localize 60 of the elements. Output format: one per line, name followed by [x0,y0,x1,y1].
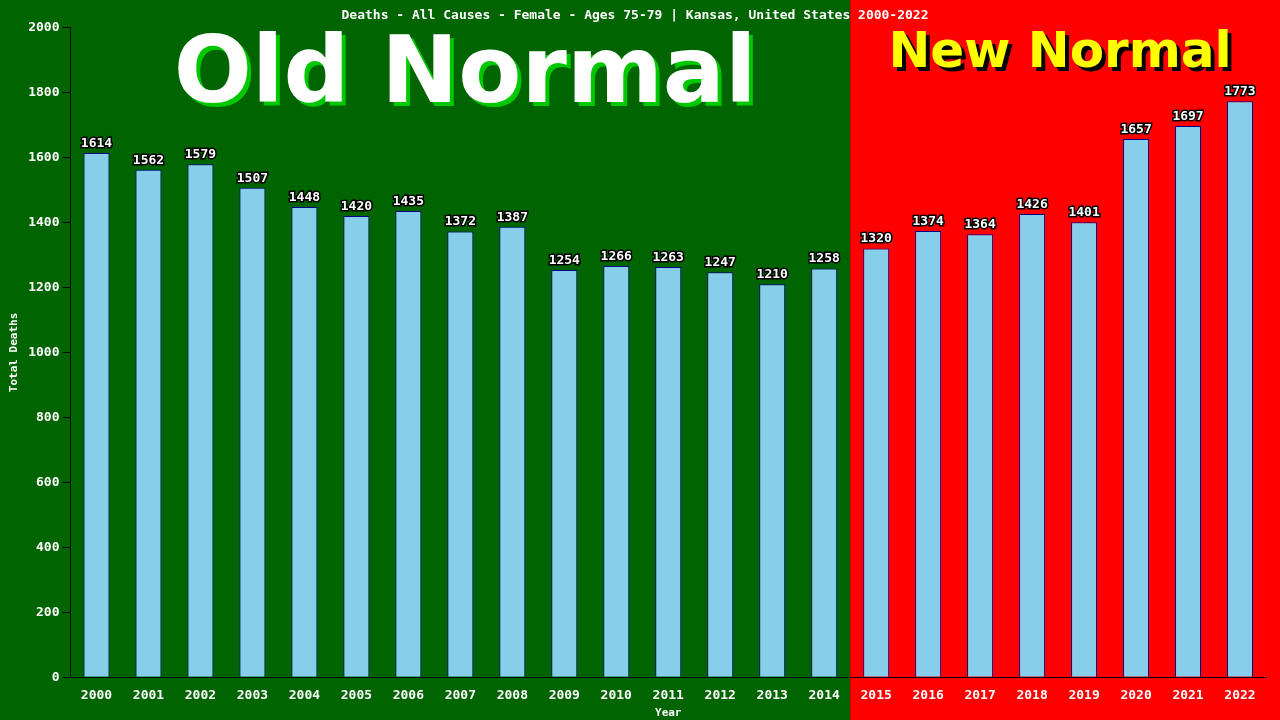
data-label: 1266 [600,247,633,263]
y-tick-label: 1600 [28,148,60,164]
y-tick-label: 0 [51,668,60,684]
data-label: 1247 [704,254,736,270]
data-label: 1435 [392,192,425,208]
data-label: 1562 [132,151,165,167]
y-axis-title: Total Deaths [7,312,21,393]
x-tick-label: 2010 [600,687,633,703]
x-tick-label: 2000 [80,687,113,703]
x-tick-label: 2020 [1120,687,1152,703]
x-tick-label: 2005 [340,687,373,703]
x-tick-label: 2011 [652,687,685,703]
x-tick-label: 2006 [392,687,425,703]
data-label: 1263 [652,248,684,264]
y-tick-label: 200 [36,603,60,619]
x-tick-label: 2002 [184,687,217,703]
x-tick-label: 2021 [1172,687,1204,703]
y-tick-label: 1400 [28,213,60,229]
data-label: 1258 [808,250,841,266]
y-tick-label: 1200 [28,278,60,294]
chart-title: Deaths - All Causes - Female - Ages 75-79 | Kansas, United States 2000-2022 [341,7,929,23]
data-label: 1657 [1120,120,1152,136]
x-tick-label: 2008 [496,687,529,703]
x-tick-label: 2001 [132,687,165,703]
y-tick-label: 1800 [28,83,60,99]
x-tick-label: 2003 [236,687,269,703]
y-tick-label: 2000 [28,18,60,34]
y-tick-label: 800 [36,408,60,424]
x-tick-label: 2017 [964,687,996,703]
x-tick-label: 2009 [548,687,580,703]
x-tick-label: 2015 [860,687,892,703]
data-label: 1387 [496,208,528,224]
data-label: 1210 [756,266,789,282]
y-tick-label: 1000 [28,343,60,359]
data-label: 1614 [80,134,113,150]
data-label: 1420 [340,197,373,213]
data-label: 1320 [860,230,892,246]
data-label: 1374 [912,212,944,228]
y-tick-label: 400 [36,538,60,554]
data-label: 1773 [1224,83,1256,99]
data-label: 1697 [1172,107,1204,123]
x-tick-label: 2012 [704,687,736,703]
x-tick-label: 2022 [1224,687,1256,703]
data-label: 1426 [1016,195,1048,211]
data-label: 1579 [184,146,217,162]
x-tick-label: 2016 [912,687,944,703]
data-label: 1254 [548,251,581,267]
x-tick-label: 2007 [444,687,476,703]
data-label: 1507 [236,169,269,185]
y-tick-label: 600 [36,473,60,489]
x-tick-label: 2013 [756,687,788,703]
x-tick-label: 2019 [1068,687,1100,703]
data-label: 1364 [964,216,996,232]
x-axis-title: Year [655,706,682,720]
x-tick-label: 2004 [288,687,321,703]
data-label: 1401 [1068,204,1100,220]
x-tick-label: 2014 [808,687,841,703]
x-tick-label: 2018 [1016,687,1048,703]
data-label: 1448 [288,188,321,204]
data-label: 1372 [444,213,476,229]
